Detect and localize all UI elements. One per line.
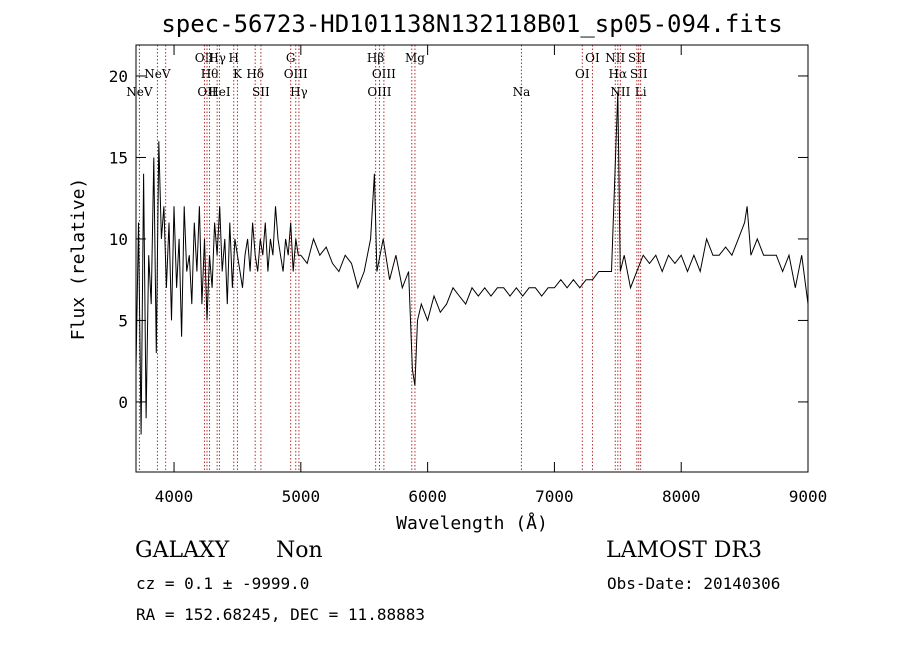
marker-label-6: Hγ bbox=[208, 51, 226, 65]
y-tick-label-3: 15 bbox=[109, 148, 128, 167]
marker-label-0: NeV bbox=[126, 85, 153, 99]
coordinates-line: RA = 152.68245, DEC = 11.88883 bbox=[136, 605, 425, 624]
y-axis-label: Flux (relative) bbox=[68, 178, 89, 341]
x-tick-label-2: 6000 bbox=[408, 487, 447, 506]
marker-label-10: Hδ bbox=[246, 67, 264, 81]
chart-title: spec-56723-HD101138N132118B01_sp05-094.f… bbox=[161, 10, 782, 38]
x-tick-label-5: 9000 bbox=[789, 487, 828, 506]
marker-label-1: NeV bbox=[144, 67, 171, 81]
marker-label-22: OI bbox=[585, 51, 600, 65]
marker-label-25: NII bbox=[610, 85, 630, 99]
x-tick-label-3: 7000 bbox=[535, 487, 574, 506]
y-tick-label-1: 5 bbox=[118, 311, 128, 330]
y-tick-label-0: 0 bbox=[118, 393, 128, 412]
y-tick-label-4: 20 bbox=[109, 67, 128, 86]
marker-label-7: HeI bbox=[208, 85, 231, 99]
marker-label-14: Hγ bbox=[290, 85, 308, 99]
x-tick-label-0: 4000 bbox=[155, 487, 194, 506]
y-axis-ticks: 0 5 10 15 20 bbox=[109, 67, 808, 412]
marker-label-9: K bbox=[233, 67, 243, 81]
x-tick-label-1: 5000 bbox=[282, 487, 321, 506]
marker-label-12: G bbox=[286, 51, 296, 65]
marker-label-17: OIII bbox=[367, 85, 391, 99]
marker-label-4: OII bbox=[197, 85, 217, 99]
y-tick-label-2: 10 bbox=[109, 230, 128, 249]
object-subclass: Non bbox=[276, 538, 323, 563]
marker-label-16: OIII bbox=[372, 67, 396, 81]
plot-frame bbox=[135, 44, 809, 473]
spectral-line-markers: NeV NeV OII OII Hθ Hγ HeI HK Hδ SII G OIII Hγ Hβ OIII O… bbox=[126, 45, 648, 472]
survey-label: LAMOST DR3 bbox=[606, 538, 762, 563]
x-axis-label: Wavelength (Å) bbox=[396, 512, 548, 534]
marker-label-3: OII bbox=[195, 51, 215, 65]
marker-label-23: NII bbox=[605, 51, 625, 65]
marker-label-28: Li bbox=[635, 85, 647, 99]
x-tick-label-4: 8000 bbox=[662, 487, 701, 506]
marker-label-5: Hθ bbox=[201, 67, 219, 81]
flux-line-0 bbox=[135, 92, 809, 435]
marker-label-27: SII bbox=[630, 67, 648, 81]
marker-label-20: Na bbox=[513, 85, 531, 99]
marker-label-24: Hα bbox=[609, 67, 628, 81]
x-axis-ticks: 4000 5000 6000 7000 8000 9000 bbox=[155, 45, 827, 506]
flux-series bbox=[135, 92, 809, 435]
marker-label-11: SII bbox=[252, 85, 270, 99]
marker-label-18: Mg bbox=[405, 51, 425, 65]
marker-label-13: OIII bbox=[284, 67, 308, 81]
marker-label-21: OI bbox=[575, 67, 590, 81]
redshift-line: cz = 0.1 ± -9999.0 bbox=[136, 574, 310, 593]
marker-label-15: Hβ bbox=[367, 51, 384, 65]
marker-label-8: H bbox=[229, 51, 239, 65]
object-class: GALAXY bbox=[135, 538, 230, 563]
marker-label-26: SII bbox=[628, 51, 646, 65]
obs-date: Obs-Date: 20140306 bbox=[607, 574, 781, 593]
